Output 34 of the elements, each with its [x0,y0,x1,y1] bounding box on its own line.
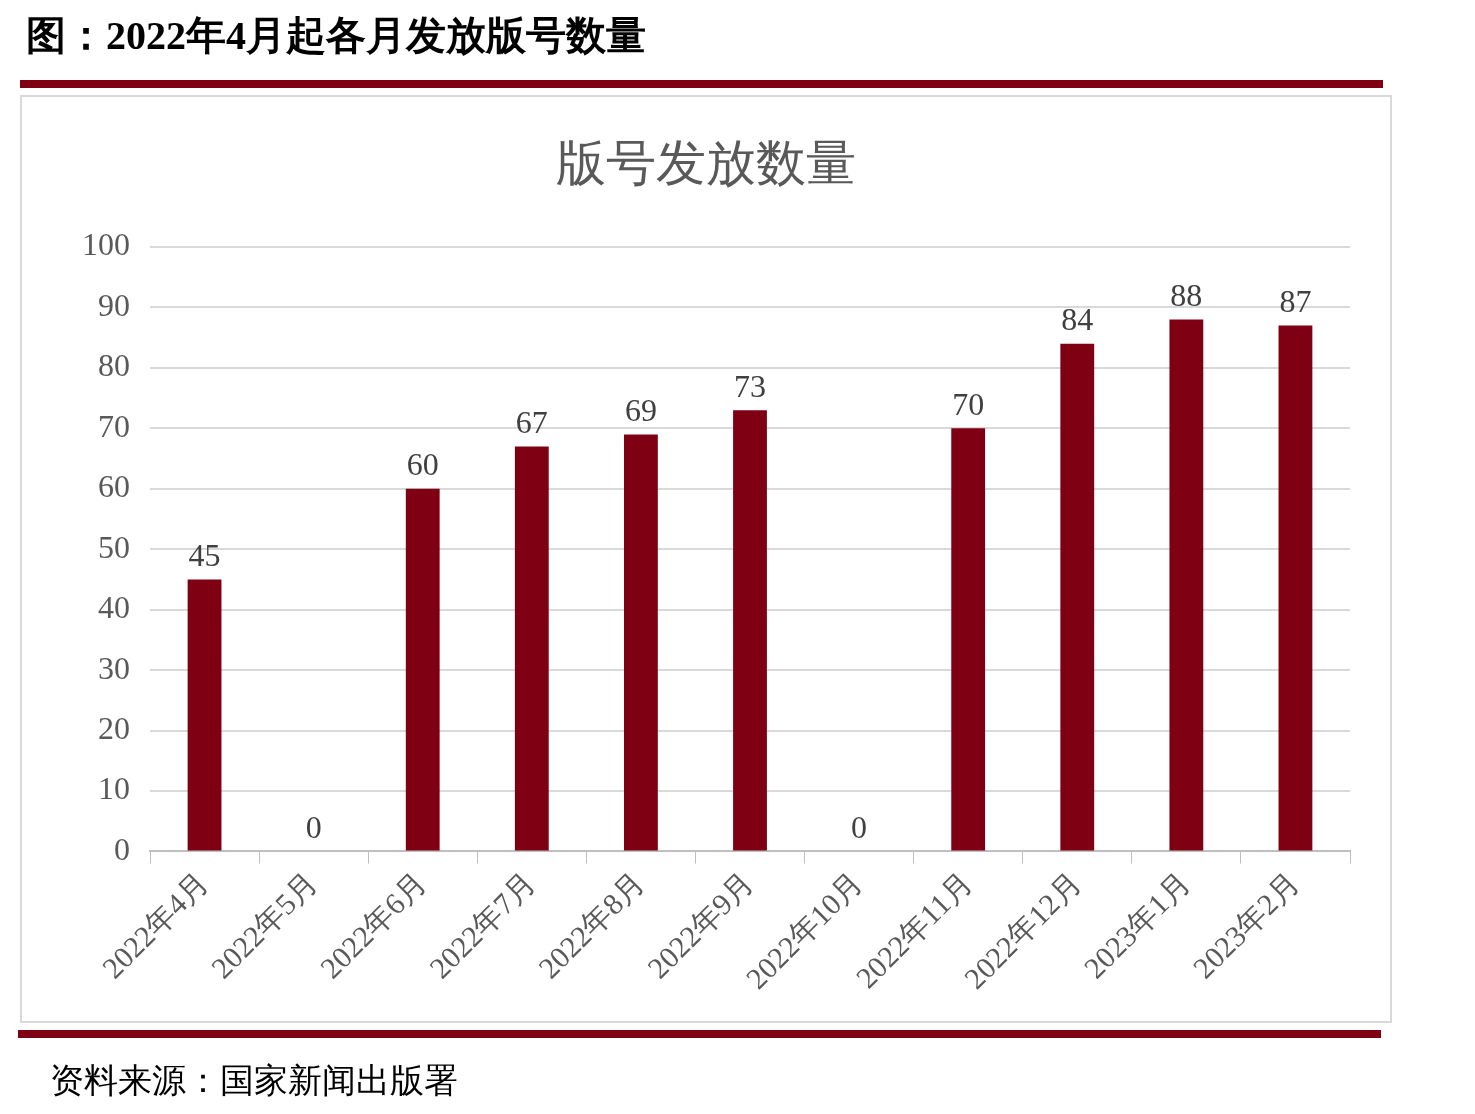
bar [624,434,658,851]
data-label: 67 [515,403,548,440]
bar [514,446,549,851]
y-tick-label: 100 [82,226,130,263]
data-label: 87 [1279,282,1312,319]
y-tick-label: 40 [98,589,130,626]
y-tick-label: 20 [98,709,130,746]
text: 资料来源：国家新闻出版署 [50,1061,458,1101]
bar [733,410,767,851]
y-tick-label: 70 [98,407,130,444]
bar [1278,325,1313,851]
chart-subtitle: 版号发放数量 [556,135,856,192]
y-tick-label: 10 [98,770,130,807]
bar [951,428,986,851]
y-tick-label: 90 [98,286,130,323]
y-tick-label: 80 [98,347,130,384]
data-label: 60 [406,446,439,483]
chart-title: 图：2022年4月起各月发放版号数量 [26,12,646,60]
bar [1060,343,1095,851]
y-tick-label: 60 [98,468,130,505]
bar [1169,319,1204,851]
data-label: 70 [952,385,985,422]
data-label: 0 [851,808,868,845]
y-tick-label: 0 [114,830,130,867]
data-label: 45 [188,536,221,573]
y-tick-label: 50 [98,528,130,565]
bar [405,488,440,851]
data-label: 0 [305,808,322,845]
data-label: 84 [1061,301,1094,338]
data-label: 69 [624,391,657,428]
bar [187,579,222,851]
data-label: 88 [1170,276,1203,313]
y-tick-label: 30 [98,649,130,686]
data-label: 73 [734,367,766,404]
